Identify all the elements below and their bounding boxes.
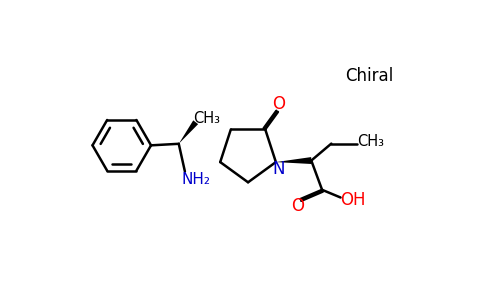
Text: CH₃: CH₃: [193, 111, 220, 126]
Text: NH₂: NH₂: [181, 172, 210, 187]
Text: O: O: [272, 95, 285, 113]
Text: Chiral: Chiral: [346, 67, 394, 85]
Text: O: O: [291, 197, 304, 215]
Polygon shape: [276, 157, 311, 164]
Text: CH₃: CH₃: [357, 134, 384, 149]
Polygon shape: [179, 120, 198, 144]
Text: OH: OH: [340, 191, 365, 209]
Text: N: N: [272, 160, 285, 178]
